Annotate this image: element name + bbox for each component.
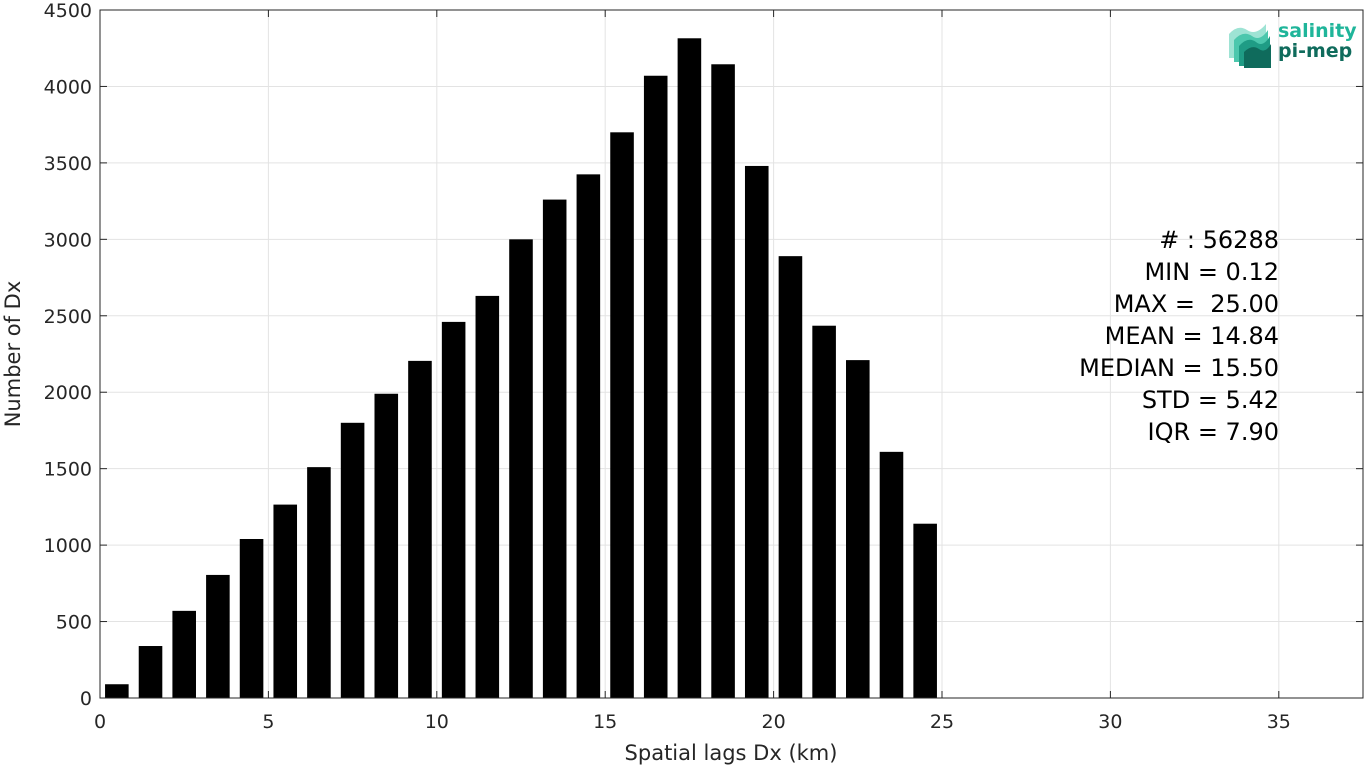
histogram-bar [744,165,769,699]
histogram-bar [879,451,904,698]
histogram-bar [812,325,836,698]
x-tick-label: 20 [762,711,786,733]
x-tick-label: 10 [425,711,449,733]
statistics-annotations: # : 56288 MIN = 0.12 MAX = 25.00 MEAN = 14.… [1079,226,1279,446]
stat-annotation: MEAN = 14.84 [1105,322,1279,350]
y-tick-label: 2000 [44,382,92,404]
histogram-bar [643,75,668,698]
histogram-bar [475,295,500,698]
histogram-bar [239,538,264,698]
y-tick-label: 3500 [44,153,92,175]
histogram-bar [340,422,365,698]
histogram-bar [105,684,129,698]
salinity-pi-mep-logo: salinity pi-mep [1229,20,1357,68]
histogram-bar [677,38,702,699]
histogram-bar [307,467,331,698]
histogram-bar [610,132,634,699]
histogram-bar [542,199,567,699]
stat-annotation: MEDIAN = 15.50 [1079,354,1279,382]
histogram-bar [846,360,870,698]
y-tick-label: 4500 [44,0,92,22]
y-axis-label: Number of Dx [1,281,25,428]
y-tick-label: 4000 [44,76,92,98]
stat-annotation: MAX = 25.00 [1114,290,1279,318]
bars [105,38,937,699]
stat-annotation: IQR = 7.90 [1148,418,1279,446]
x-tick-label: 0 [94,711,106,733]
histogram-bar [374,393,399,698]
x-tick-label: 35 [1267,711,1291,733]
plot-frame [99,9,1364,699]
x-tick-label: 5 [262,711,274,733]
histogram-bar [206,574,230,698]
histogram-bar [172,610,196,698]
histogram-bar [913,523,937,698]
histogram-bar [441,321,466,698]
stat-annotation: MIN = 0.12 [1144,258,1279,286]
x-axis-label: Spatial lags Dx (km) [625,741,838,765]
y-axis-ticks: 0 500 1000 1500 2000 2500 3000 3500 4000 4500 [44,0,1363,710]
histogram-bar [576,174,601,698]
logo-text-pi-mep: pi-mep [1278,40,1352,62]
y-tick-label: 1500 [44,459,92,481]
logo-wave-icon [1229,24,1271,68]
histogram-bar [138,646,163,698]
y-tick-label: 500 [56,612,92,634]
histogram-bar [273,504,298,698]
x-tick-label: 30 [1098,711,1122,733]
stat-annotation: STD = 5.42 [1142,386,1279,414]
histogram-bar [408,360,432,698]
y-tick-label: 0 [80,688,92,710]
stat-annotation: # : 56288 [1159,226,1279,254]
x-axis-ticks: 0 5 10 15 20 25 30 35 [94,10,1291,733]
x-tick-label: 25 [930,711,954,733]
histogram-bar [778,256,803,698]
logo-text-salinity: salinity [1278,20,1357,42]
y-tick-label: 3000 [44,229,92,251]
y-tick-label: 2500 [44,306,92,328]
y-tick-label: 1000 [44,535,92,557]
histogram-bar [509,239,533,699]
histogram-bar [711,64,735,698]
x-tick-label: 15 [593,711,617,733]
